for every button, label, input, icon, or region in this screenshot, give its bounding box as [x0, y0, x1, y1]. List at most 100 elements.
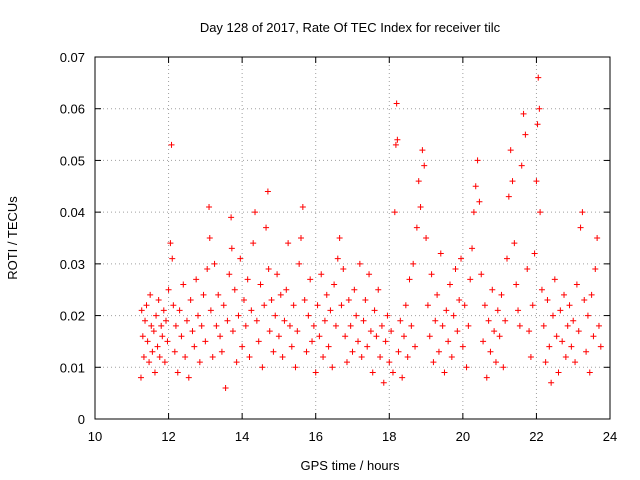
- data-point: [217, 333, 224, 340]
- data-point: [445, 338, 452, 345]
- data-point: [412, 343, 419, 350]
- data-point: [191, 343, 198, 350]
- data-point: [588, 291, 595, 298]
- data-point: [592, 266, 599, 273]
- data-point: [140, 353, 147, 360]
- data-point: [595, 322, 602, 329]
- data-point: [371, 307, 378, 314]
- data-point: [263, 224, 270, 231]
- data-point: [321, 317, 328, 324]
- data-point: [215, 291, 222, 298]
- data-point: [496, 333, 503, 340]
- data-point: [183, 317, 190, 324]
- x-axis-label: GPS time / hours: [301, 458, 400, 473]
- data-point: [402, 302, 409, 309]
- data-point: [360, 317, 367, 324]
- data-point: [392, 141, 399, 148]
- data-point: [172, 322, 179, 329]
- data-point: [428, 271, 435, 278]
- data-point: [318, 271, 325, 278]
- data-point: [446, 281, 453, 288]
- data-point: [137, 374, 144, 381]
- data-point: [355, 338, 362, 345]
- data-point: [520, 110, 527, 117]
- data-point: [557, 307, 564, 314]
- data-point: [207, 307, 214, 314]
- data-point: [320, 353, 327, 360]
- data-point: [149, 348, 156, 355]
- data-point: [483, 374, 490, 381]
- data-point: [155, 297, 162, 304]
- data-point: [538, 286, 545, 293]
- y-tick-label: 0.01: [60, 360, 85, 375]
- data-point: [421, 162, 428, 169]
- data-point: [377, 353, 384, 360]
- data-point: [159, 333, 166, 340]
- data-point: [502, 317, 509, 324]
- data-point: [498, 291, 505, 298]
- data-point: [244, 276, 251, 283]
- data-point: [259, 364, 266, 371]
- data-point: [252, 209, 259, 216]
- data-point: [533, 178, 540, 185]
- data-point: [537, 209, 544, 216]
- data-point: [277, 291, 284, 298]
- data-point: [597, 343, 604, 350]
- data-point: [156, 353, 163, 360]
- chart-title: Day 128 of 2017, Rate Of TEC Index for r…: [200, 20, 501, 35]
- data-point: [255, 338, 262, 345]
- data-point: [266, 328, 273, 335]
- data-point: [492, 359, 499, 366]
- data-point: [329, 364, 336, 371]
- data-point: [424, 302, 431, 309]
- data-point: [332, 322, 339, 329]
- data-point: [509, 178, 516, 185]
- x-tick-label: 20: [456, 429, 470, 444]
- data-point: [511, 240, 518, 247]
- data-point: [505, 193, 512, 200]
- data-point: [362, 297, 369, 304]
- data-point: [408, 322, 415, 329]
- data-point: [494, 307, 501, 314]
- data-point: [178, 333, 185, 340]
- data-point: [142, 317, 149, 324]
- data-point: [524, 266, 531, 273]
- data-point: [437, 250, 444, 257]
- data-point: [202, 338, 209, 345]
- data-point: [388, 328, 395, 335]
- data-point: [391, 209, 398, 216]
- data-point: [456, 297, 463, 304]
- data-point: [261, 302, 268, 309]
- data-point: [290, 302, 297, 309]
- data-point: [196, 359, 203, 366]
- data-point: [301, 297, 308, 304]
- data-point: [566, 302, 573, 309]
- data-point: [513, 281, 520, 288]
- data-point: [312, 369, 319, 376]
- data-point: [343, 359, 350, 366]
- data-point: [573, 281, 580, 288]
- data-point: [548, 379, 555, 386]
- data-point: [522, 131, 529, 138]
- data-point: [139, 333, 146, 340]
- data-point: [307, 276, 314, 283]
- data-point: [535, 74, 542, 81]
- data-point: [314, 302, 321, 309]
- data-point: [364, 343, 371, 350]
- data-point: [443, 307, 450, 314]
- data-point: [366, 271, 373, 278]
- data-point: [386, 359, 393, 366]
- data-point: [193, 276, 200, 283]
- data-point: [176, 307, 183, 314]
- data-point: [209, 353, 216, 360]
- data-point: [394, 136, 401, 143]
- y-tick-label: 0.02: [60, 309, 85, 324]
- data-point: [204, 266, 211, 273]
- data-point: [401, 333, 407, 340]
- data-point: [478, 271, 485, 278]
- data-point: [489, 286, 496, 293]
- data-point: [246, 353, 253, 360]
- data-point: [526, 328, 533, 335]
- data-point: [165, 286, 172, 293]
- data-point: [518, 162, 525, 169]
